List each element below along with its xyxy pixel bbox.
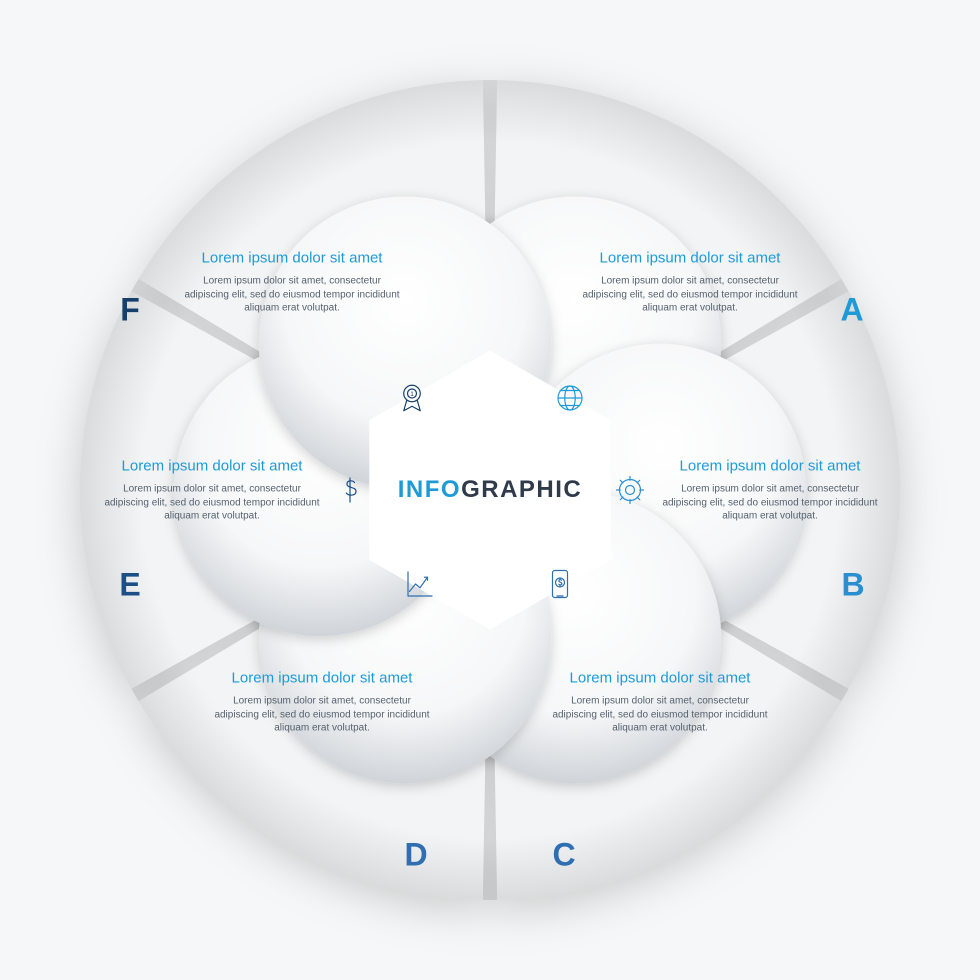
infographic-stage: INFOGRAPHIC ALorem ipsum dolor sit ametL… [70, 70, 910, 910]
wheel-svg [70, 70, 910, 910]
